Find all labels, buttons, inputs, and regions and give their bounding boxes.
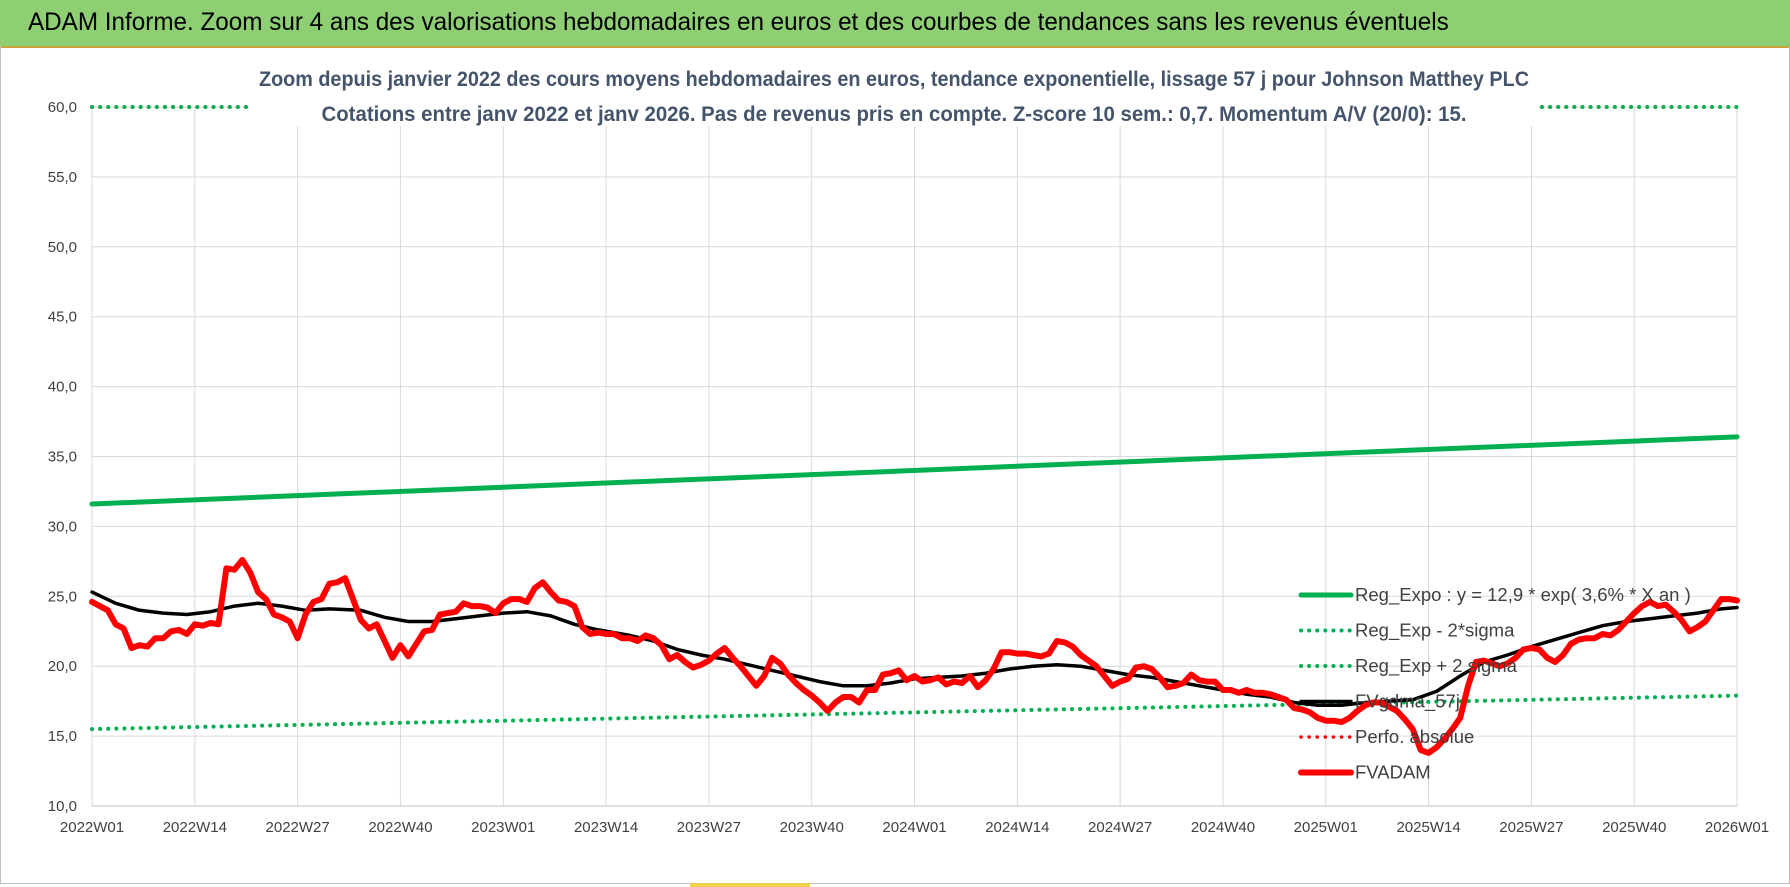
series-line-fvadam <box>89 557 1740 756</box>
y-tick-label: 35,0 <box>48 449 77 466</box>
legend-label-reg-exp-2-sigma: Reg_Exp + 2 sigma <box>1355 655 1518 677</box>
y-tick-label: 40,0 <box>48 379 77 396</box>
x-tick-label: 2024W14 <box>985 819 1049 836</box>
y-tick-label: 25,0 <box>48 588 77 605</box>
legend-label-fvadam: FVADAM <box>1355 762 1431 783</box>
x-tick-label: 2024W40 <box>1191 819 1255 836</box>
x-tick-label: 2025W14 <box>1396 819 1460 836</box>
y-tick-label: 50,0 <box>48 239 77 256</box>
x-tick-label: 2026W01 <box>1705 819 1769 836</box>
report-banner: ADAM Informe. Zoom sur 4 ans des valoris… <box>0 0 1790 48</box>
x-tick-label: 2022W40 <box>368 819 432 836</box>
legend-label-fvgdma-57j: FVgdma_57j <box>1355 691 1460 713</box>
y-tick-label: 30,0 <box>48 518 77 535</box>
title-background <box>249 61 1539 126</box>
legend-label-reg-exp-2-sigma: Reg_Exp - 2*sigma <box>1355 620 1515 642</box>
y-tick-label: 20,0 <box>48 658 77 675</box>
y-tick-label: 10,0 <box>48 798 77 815</box>
series-line-reg-expo-y-12-9-exp-3-6-x-an <box>89 434 1740 507</box>
chart-title: Zoom depuis janvier 2022 des cours moyen… <box>259 68 1529 91</box>
x-tick-label: 2025W27 <box>1499 819 1563 836</box>
legend-label-reg-expo-y-12-9-exp-3-6-x-an: Reg_Expo : y = 12,9 * exp( 3,6% * X an ) <box>1355 584 1691 606</box>
series-line-reg-exp-2-sigma <box>90 693 1739 732</box>
footer-accent <box>690 883 810 887</box>
chart-frame: 10,0 15,0 20,0 25,0 30,0 35,0 40,0 45,0 50,0 55,0… <box>0 46 1790 884</box>
legend-label-perfo-absolue: Perfo. absolue <box>1355 726 1474 747</box>
x-tick-label: 2022W14 <box>163 819 227 836</box>
x-tick-label: 2025W01 <box>1294 819 1358 836</box>
x-tick-label: 2023W01 <box>471 819 535 836</box>
y-tick-label: 60,0 <box>48 99 77 116</box>
chart-subtitle: Cotations entre janv 2022 et janv 2026. … <box>322 103 1467 126</box>
x-tick-label: 2024W27 <box>1088 819 1152 836</box>
x-tick-label: 2022W01 <box>60 819 124 836</box>
x-tick-label: 2025W40 <box>1602 819 1666 836</box>
x-tick-label: 2023W14 <box>574 819 638 836</box>
x-tick-label: 2023W27 <box>677 819 741 836</box>
x-tick-label: 2024W01 <box>882 819 946 836</box>
y-tick-label: 55,0 <box>48 169 77 186</box>
price-chart: 10,0 15,0 20,0 25,0 30,0 35,0 40,0 45,0 50,0 55,0… <box>48 61 1769 836</box>
y-tick-label: 15,0 <box>48 728 77 745</box>
x-tick-label: 2022W27 <box>266 819 330 836</box>
y-tick-label: 45,0 <box>48 309 77 326</box>
report-title: ADAM Informe. Zoom sur 4 ans des valoris… <box>28 8 1449 36</box>
x-tick-label: 2023W40 <box>780 819 844 836</box>
